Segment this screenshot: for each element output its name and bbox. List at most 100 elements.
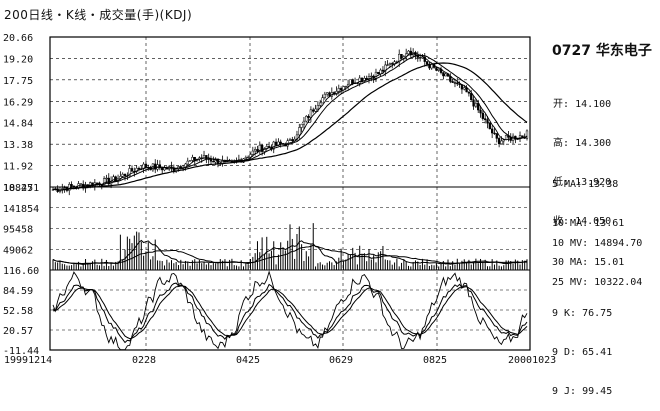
candle-body — [267, 146, 271, 148]
candle-body — [323, 93, 327, 98]
candle-body — [321, 97, 324, 104]
candle-body — [460, 84, 464, 90]
candle-body — [495, 133, 498, 139]
candle-body — [363, 78, 366, 82]
candle-body — [300, 123, 303, 128]
candle-body — [263, 148, 266, 152]
candle-body — [274, 141, 278, 146]
x-tick-label: 0825 — [423, 355, 447, 366]
ohlc-close: 收: 14.050 — [553, 216, 612, 227]
candle-body — [374, 71, 378, 79]
candle-body — [95, 182, 99, 184]
candle-body — [316, 105, 320, 110]
candle-body — [244, 157, 248, 160]
candle-body — [444, 73, 447, 77]
candle-body — [314, 108, 317, 112]
candle-body — [209, 159, 213, 162]
y-tick-label: 19.20 — [3, 54, 33, 65]
candle-body — [79, 183, 83, 185]
candle-body — [339, 88, 343, 91]
candle-body — [456, 82, 459, 85]
candle-body — [442, 72, 445, 77]
kdj-panel: 9 K: 76.75 9 D: 65.41 9 J: 99.45 — [552, 281, 612, 411]
y-tick-label: 11.92 — [3, 162, 33, 173]
mv25: 25 MV: 10322.04 — [552, 277, 643, 288]
candle-body — [479, 109, 482, 114]
y-tick-label: 16.29 — [3, 97, 33, 108]
kdj-k: 9 K: 76.75 — [552, 308, 613, 319]
x-tick-label: 0629 — [329, 355, 353, 366]
candle-body — [453, 82, 457, 84]
candle-body — [486, 119, 489, 124]
ma10-line — [52, 54, 528, 191]
candle-body — [212, 161, 215, 163]
candle-body — [423, 56, 426, 62]
y-tick-label: 95458 — [3, 225, 33, 236]
candle-body — [421, 56, 424, 59]
candle-body — [130, 168, 134, 172]
candle-body — [305, 115, 308, 122]
candle-body — [121, 173, 124, 177]
candle-body — [467, 91, 471, 94]
candle-body — [137, 167, 141, 170]
candle-body — [68, 184, 71, 191]
candle-body — [388, 63, 392, 65]
candle-body — [400, 53, 403, 59]
candle-body — [386, 64, 389, 66]
candle-body — [481, 112, 485, 119]
candle-body — [525, 130, 529, 139]
candle-body — [360, 77, 364, 82]
candle-body — [307, 115, 310, 118]
candle-body — [319, 102, 322, 106]
x-tick-label: 0425 — [236, 355, 260, 366]
candle-body — [326, 92, 329, 95]
candle-body — [474, 103, 478, 107]
y-tick-label: 14.84 — [3, 119, 33, 130]
candle-body — [123, 173, 127, 177]
mv-panel: 10 MV: 14894.70 25 MV: 10322.04 — [552, 211, 642, 302]
mv25-line — [52, 244, 527, 265]
ohlc-panel: 开: 14.100 高: 14.300 低: 13.920 收: 14.050 — [553, 72, 611, 241]
candle-body — [502, 139, 505, 142]
j-line — [52, 270, 528, 351]
candle-body — [154, 163, 157, 170]
candle-body — [398, 53, 401, 63]
y-tick-label: 141854 — [3, 204, 39, 215]
ma30-line — [52, 62, 528, 191]
candle-body — [302, 120, 306, 125]
candle-body — [358, 77, 361, 84]
ma10: 10 MA: 13.61 — [552, 218, 625, 229]
kdj-d: 9 D: 65.41 — [552, 347, 613, 358]
candle-body — [379, 69, 382, 74]
candle-body — [91, 182, 94, 187]
ohlc-low: 低: 13.920 — [553, 177, 612, 188]
candle-body — [344, 85, 347, 88]
candle-body — [253, 149, 257, 152]
candle-body — [493, 132, 496, 135]
x-tick-label: 20001023 — [508, 355, 556, 366]
candle-body — [470, 92, 473, 101]
candle-body — [346, 83, 350, 87]
candle-body — [249, 154, 252, 158]
candle-body — [70, 184, 73, 187]
candle-body — [472, 99, 475, 107]
ma30: 30 MA: 15.01 — [552, 257, 625, 268]
y-tick-label: -11.44 — [3, 346, 39, 357]
ma-panel: 5 MA: 13.38 10 MA: 13.61 30 MA: 15.01 — [552, 152, 624, 282]
candle-body — [102, 178, 106, 186]
candle-body — [407, 50, 410, 55]
candle-body — [312, 109, 315, 112]
candle-body — [418, 57, 422, 59]
candle-body — [288, 139, 292, 141]
candle-body — [272, 141, 275, 150]
ma5: 5 MA: 13.38 — [552, 179, 619, 190]
candle-body — [488, 122, 491, 130]
candle-body — [435, 67, 438, 71]
ma5-line — [52, 53, 528, 191]
candle-body — [258, 144, 261, 152]
candle-body — [337, 88, 340, 92]
mv10: 10 MV: 14894.70 — [552, 238, 643, 249]
candle-body — [458, 83, 461, 85]
y-tick-label: 49062 — [3, 245, 33, 256]
ohlc-open: 开: 14.100 — [553, 99, 612, 110]
